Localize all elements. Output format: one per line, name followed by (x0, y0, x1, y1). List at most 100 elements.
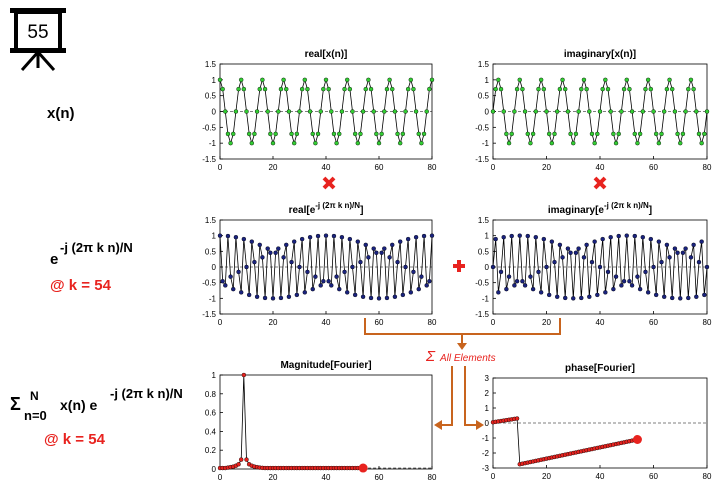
data-point (236, 462, 241, 467)
data-point (627, 279, 632, 284)
x-tick-label: 0 (218, 318, 223, 327)
data-point (664, 242, 670, 248)
data-point (424, 109, 429, 114)
data-point (228, 274, 233, 279)
data-point (544, 109, 549, 114)
x-tick-label: 80 (428, 318, 437, 327)
connector-to-magnitude (442, 366, 453, 426)
data-point (498, 269, 504, 275)
data-point (584, 242, 589, 248)
data-point (600, 86, 605, 92)
data-point (694, 294, 699, 299)
data-point (342, 269, 347, 275)
data-point (509, 131, 514, 137)
data-point (302, 77, 307, 83)
y-tick-label: -1 (482, 139, 490, 148)
sum-lower-limit: n=0 (24, 408, 47, 423)
data-point (411, 269, 416, 275)
data-point (387, 255, 392, 260)
y-tick-label: 1 (212, 232, 217, 241)
y-tick-label: -3 (482, 464, 490, 473)
data-point (632, 233, 637, 239)
data-point (368, 295, 374, 301)
data-point (699, 140, 704, 146)
data-point (321, 279, 326, 284)
data-point (624, 233, 629, 238)
data-point (236, 269, 241, 275)
data-point (286, 294, 292, 299)
data-point (568, 250, 573, 255)
data-point (560, 255, 565, 260)
data-point (659, 259, 664, 265)
data-point (603, 290, 608, 295)
data-point (568, 131, 573, 137)
data-point (627, 86, 632, 92)
x-tick-label: 20 (269, 473, 278, 482)
y-tick-label: 0 (212, 263, 217, 272)
multiply-icon-left (322, 176, 336, 190)
data-point (672, 109, 678, 114)
data-point (228, 140, 233, 146)
data-point (281, 77, 286, 83)
slide-number: 55 (27, 22, 48, 43)
data-point (339, 109, 345, 114)
data-point (265, 109, 270, 114)
data-point (278, 295, 284, 301)
data-point (384, 86, 390, 92)
data-point (371, 109, 376, 114)
data-point (493, 86, 498, 92)
data-point (395, 131, 400, 137)
x-tick-label: 40 (322, 163, 331, 172)
data-point (656, 239, 662, 244)
x-tick-label: 80 (428, 473, 437, 482)
data-point (501, 109, 506, 114)
data-point (571, 296, 576, 301)
x-tick-label: 80 (428, 163, 437, 172)
data-point (635, 274, 640, 279)
label-k-2: @ k = 54 (44, 431, 106, 448)
data-point (289, 259, 294, 265)
data-point (286, 109, 292, 114)
y-tick-label: 0.4 (205, 427, 217, 436)
data-point (608, 109, 613, 114)
data-point (408, 77, 413, 83)
data-point (429, 233, 435, 238)
sum-body: x(n) e (60, 397, 98, 413)
label-sum-formula: Σ N n=0 x(n) e -j (2π k n)/N (10, 386, 183, 423)
data-point (584, 86, 589, 92)
data-point (683, 246, 688, 251)
data-point (576, 246, 581, 251)
y-tick-label: -1 (209, 294, 217, 303)
data-point (313, 140, 318, 146)
data-point (651, 109, 656, 114)
data-point (686, 86, 691, 92)
y-tick-label: 1 (212, 76, 217, 85)
data-point (587, 109, 592, 114)
x-tick-label: 40 (322, 318, 331, 327)
data-point (292, 140, 297, 146)
data-point (305, 269, 310, 275)
y-tick-label: 0 (212, 108, 217, 117)
data-point (331, 233, 337, 239)
data-point (530, 286, 536, 292)
data-point (262, 86, 268, 92)
sum-exponent: -j (2π k n)/N (110, 386, 183, 401)
data-point (645, 290, 651, 295)
label-exp-sup: -j (2π k n)/N (60, 240, 133, 255)
data-point (643, 269, 648, 275)
x-tick-label: 60 (375, 163, 384, 172)
data-point (573, 250, 579, 255)
data-point (525, 233, 530, 239)
arrow-left-icon (434, 420, 442, 430)
data-point (358, 131, 363, 137)
data-point (509, 233, 514, 239)
data-point (528, 274, 533, 279)
data-point (307, 109, 313, 114)
data-point (329, 283, 334, 288)
data-point (398, 239, 403, 244)
data-point (220, 86, 225, 92)
data-point (670, 295, 675, 301)
data-point (329, 109, 334, 114)
data-point (347, 236, 353, 242)
data-point (244, 109, 249, 114)
